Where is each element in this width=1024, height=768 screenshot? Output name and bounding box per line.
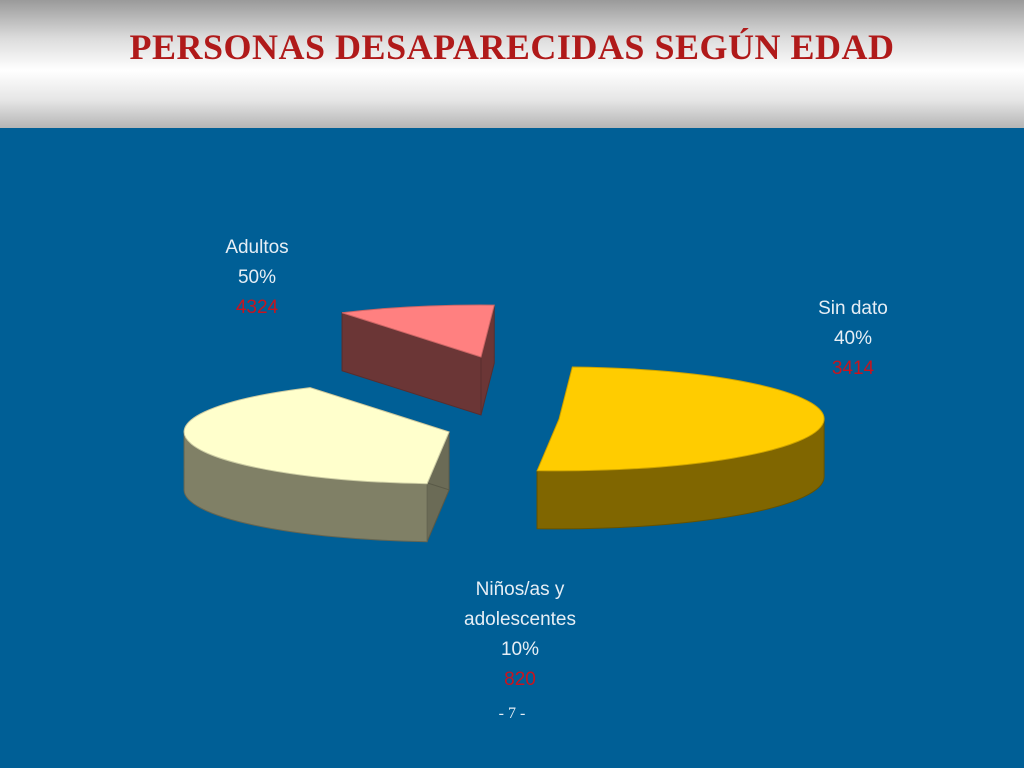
pie-top-ninos <box>341 304 495 358</box>
page-number: - 7 - <box>498 705 526 722</box>
slice-percent-ninos: 10% <box>500 639 540 660</box>
pie-top-adultos <box>536 366 825 472</box>
slice-count-ninos: 820 <box>504 669 536 690</box>
pie-slice-adultos <box>536 366 825 530</box>
slice-label-sin-dato: Sin dato 40% 3414 <box>793 294 913 384</box>
slice-name-ninos-line1: Niños/as y <box>475 579 565 600</box>
slice-percent-adultos: 50% <box>237 267 277 288</box>
slice-label-ninos: Niños/as y adolescentes 10% 820 <box>430 575 610 695</box>
slice-count-sin-dato: 3414 <box>831 358 875 379</box>
slice-name-ninos-line2: adolescentes <box>464 609 576 630</box>
slice-name-adultos: Adultos <box>225 237 289 258</box>
pie-slice-sin-dato <box>183 386 450 543</box>
slice-label-adultos: Adultos 50% 4324 <box>197 233 317 323</box>
page-title: PERSONAS DESAPARECIDAS SEGÚN EDAD <box>129 27 895 67</box>
title-banner: PERSONAS DESAPARECIDAS SEGÚN EDAD <box>0 0 1024 128</box>
slice-name-sin-dato: Sin dato <box>818 298 888 319</box>
slice-count-adultos: 4324 <box>235 297 279 318</box>
pie-top-sin-dato <box>183 387 450 485</box>
slice-percent-sin-dato: 40% <box>833 328 873 349</box>
pie-slice-ninos <box>341 304 495 416</box>
